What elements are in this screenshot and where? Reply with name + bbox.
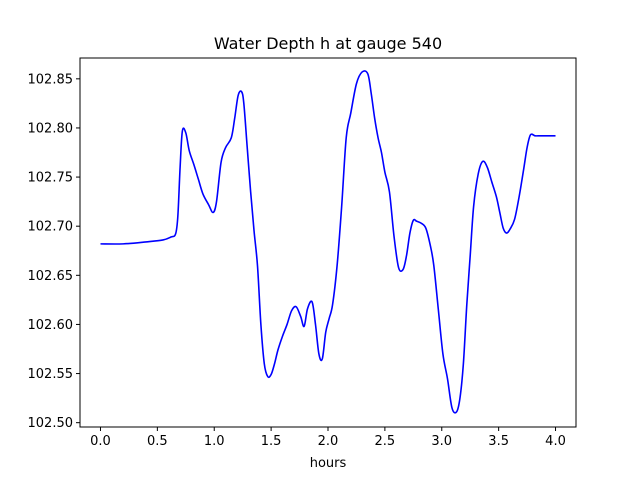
axes-frame (79, 57, 577, 428)
x-tick-label: 3.0 (431, 434, 452, 449)
x-tick-label: 3.5 (488, 434, 509, 449)
x-tick-label: 2.0 (318, 434, 339, 449)
plot-area (100, 70, 556, 414)
y-tick-label: 102.65 (28, 269, 74, 284)
chart-title: Water Depth h at gauge 540 (214, 34, 442, 53)
y-tick-label: 102.70 (28, 220, 74, 235)
x-axis-label: hours (310, 456, 347, 471)
x-tick-label: 0.5 (147, 434, 168, 449)
x-tick-label: 4.0 (545, 434, 566, 449)
y-tick-label: 102.55 (28, 367, 74, 382)
x-tick-label: 1.5 (261, 434, 282, 449)
y-tick-label: 102.75 (28, 171, 74, 186)
y-tick-label: 102.85 (28, 72, 74, 87)
axis-ticks: 0.0 0.5 1.0 1.5 2.0 2.5 3.0 3.5 4.0 102.50 102.55 1… (28, 72, 566, 449)
y-tick-label: 102.60 (28, 318, 74, 333)
y-tick-label: 102.50 (28, 416, 74, 431)
water-depth-series-line (100, 70, 556, 414)
x-tick-label: 2.5 (375, 434, 396, 449)
x-tick-label: 0.0 (90, 434, 111, 449)
y-tick-label: 102.80 (28, 121, 74, 136)
x-tick-label: 1.0 (204, 434, 225, 449)
